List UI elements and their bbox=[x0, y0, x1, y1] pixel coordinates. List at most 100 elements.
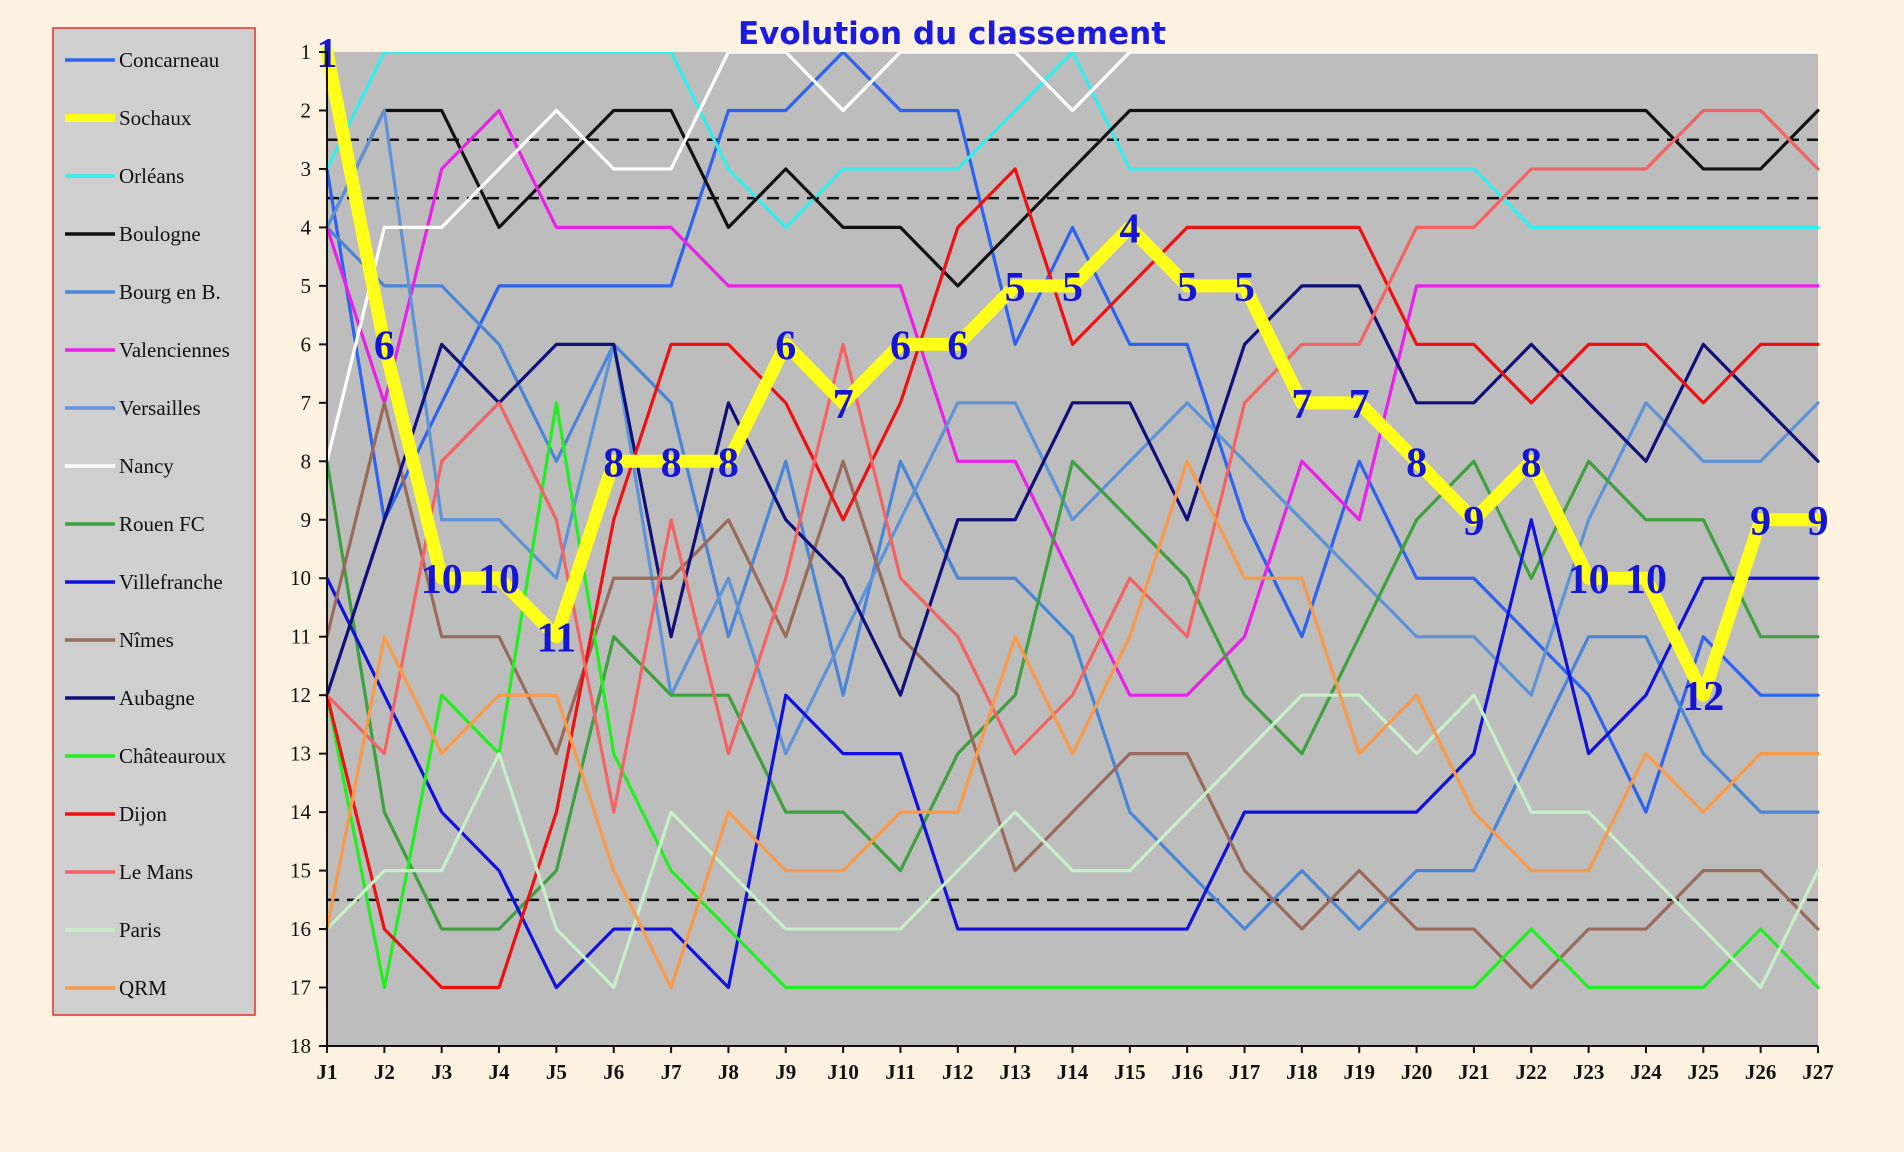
rank-label-j4: 10 bbox=[478, 557, 520, 603]
rank-label-j8: 8 bbox=[718, 440, 739, 486]
series-line-rouen-fc bbox=[325, 459, 1820, 931]
x-tick-label: J23 bbox=[1573, 1060, 1605, 1084]
series-line-paris bbox=[325, 693, 1820, 990]
rank-label-j16: 5 bbox=[1177, 265, 1198, 311]
rank-label-j20: 8 bbox=[1406, 440, 1427, 486]
y-tick-label: 1 bbox=[301, 40, 312, 64]
legend-item-concarneau: Concarneau bbox=[65, 48, 220, 72]
series-line-chateauroux bbox=[325, 401, 1820, 990]
series-line-dijon bbox=[325, 167, 1820, 990]
x-tick-label: J27 bbox=[1802, 1060, 1834, 1084]
legend-item-le-mans: Le Mans bbox=[65, 860, 193, 884]
series-lines bbox=[320, 45, 1825, 990]
legend-item-aubagne: Aubagne bbox=[65, 686, 195, 710]
plot-area bbox=[327, 52, 1818, 1046]
x-tick-label: J4 bbox=[489, 1060, 511, 1084]
legend-label: Nîmes bbox=[119, 628, 174, 652]
series-line-boulogne bbox=[325, 108, 1820, 288]
legend-label: Rouen FC bbox=[119, 512, 205, 536]
x-tick-label: J10 bbox=[827, 1060, 859, 1084]
y-tick-label: 15 bbox=[290, 859, 311, 883]
x-tick-label: J17 bbox=[1229, 1060, 1261, 1084]
series-line-versailles bbox=[325, 108, 1820, 756]
legend-label: Le Mans bbox=[119, 860, 193, 884]
legend-item-versailles: Versailles bbox=[65, 396, 201, 420]
rank-label-j5: 11 bbox=[537, 616, 577, 662]
series-line-villefranche bbox=[325, 518, 1820, 990]
legend-item-sochaux: Sochaux bbox=[65, 106, 192, 130]
y-tick-label: 8 bbox=[301, 449, 312, 473]
legend-label: Orléans bbox=[119, 164, 184, 188]
x-tick-label: J15 bbox=[1114, 1060, 1146, 1084]
x-tick-label: J2 bbox=[374, 1060, 395, 1084]
rank-label-j7: 8 bbox=[661, 440, 682, 486]
y-tick-label: 4 bbox=[301, 215, 312, 239]
legend-label: Châteauroux bbox=[119, 744, 227, 768]
rank-label-j9: 6 bbox=[775, 323, 796, 369]
x-tick-label: J14 bbox=[1057, 1060, 1089, 1084]
rank-label-j21: 9 bbox=[1463, 499, 1484, 545]
rank-label-j6: 8 bbox=[603, 440, 624, 486]
y-tick-label: 3 bbox=[301, 157, 312, 181]
series-line-qrm bbox=[325, 459, 1820, 990]
x-tick-label: J5 bbox=[546, 1060, 567, 1084]
rank-label-j24: 10 bbox=[1625, 557, 1667, 603]
x-tick-label: J11 bbox=[885, 1060, 915, 1084]
y-tick-label: 2 bbox=[301, 98, 312, 122]
x-tick-label: J21 bbox=[1458, 1060, 1490, 1084]
rank-label-j23: 10 bbox=[1568, 557, 1610, 603]
x-tick-label: J25 bbox=[1688, 1060, 1720, 1084]
legend-label: Valenciennes bbox=[119, 338, 230, 362]
series-line-aubagne bbox=[325, 284, 1820, 697]
chart-title: Evolution du classement bbox=[738, 16, 1166, 52]
x-tick-label: J19 bbox=[1343, 1060, 1375, 1084]
y-tick-label: 16 bbox=[290, 917, 311, 941]
rank-label-j13: 5 bbox=[1005, 265, 1026, 311]
legend-item-qrm: QRM bbox=[65, 976, 167, 1000]
series-line-nancy bbox=[325, 52, 1820, 463]
rank-label-j25: 12 bbox=[1682, 674, 1724, 720]
rank-label-j17: 5 bbox=[1234, 265, 1255, 311]
y-tick-label: 6 bbox=[301, 332, 312, 356]
x-tick-label: J22 bbox=[1516, 1060, 1548, 1084]
legend-item-rouen-fc: Rouen FC bbox=[65, 512, 205, 536]
y-tick-label: 18 bbox=[290, 1034, 311, 1058]
legend-label: Sochaux bbox=[119, 106, 192, 130]
rank-label-j2: 6 bbox=[374, 323, 395, 369]
y-tick-label: 10 bbox=[290, 566, 311, 590]
x-tick-label: J20 bbox=[1401, 1060, 1433, 1084]
rank-label-j26: 9 bbox=[1750, 499, 1771, 545]
y-tick-label: 12 bbox=[290, 683, 311, 707]
x-tick-label: J24 bbox=[1630, 1060, 1662, 1084]
x-tick-label: J8 bbox=[718, 1060, 739, 1084]
y-tick-label: 5 bbox=[301, 274, 312, 298]
legend-item-bourg-en-b: Bourg en B. bbox=[65, 280, 221, 304]
x-tick-label: J18 bbox=[1286, 1060, 1318, 1084]
reference-lines bbox=[327, 138, 1818, 902]
legend-item-boulogne: Boulogne bbox=[65, 222, 201, 246]
legend-item-nimes: Nîmes bbox=[65, 628, 174, 652]
x-tick-label: J3 bbox=[431, 1060, 452, 1084]
y-tick-label: 9 bbox=[301, 508, 312, 532]
rank-label-j11: 6 bbox=[890, 323, 911, 369]
x-tick-label: J12 bbox=[942, 1060, 974, 1084]
series-line-valenciennes bbox=[325, 108, 1820, 697]
legend-label: Aubagne bbox=[119, 686, 195, 710]
series-line-le-mans bbox=[325, 108, 1820, 814]
rank-label-j14: 5 bbox=[1062, 265, 1083, 311]
series-line-nimes bbox=[325, 401, 1820, 990]
legend-item-orleans: Orléans bbox=[65, 164, 184, 188]
legend-label: Villefranche bbox=[119, 570, 223, 594]
x-tick-label: J26 bbox=[1745, 1060, 1777, 1084]
legend: Concarneau Sochaux Orléans Boulogne Bourg en… bbox=[52, 27, 256, 1016]
rank-label-j3: 10 bbox=[421, 557, 463, 603]
legend-item-dijon: Dijon bbox=[65, 802, 167, 826]
legend-item-nancy: Nancy bbox=[65, 454, 174, 478]
y-tick-label: 11 bbox=[291, 625, 311, 649]
x-tick-label: J16 bbox=[1171, 1060, 1203, 1084]
legend-label: QRM bbox=[119, 976, 167, 1000]
x-tick-label: J9 bbox=[775, 1060, 796, 1084]
rank-label-j12: 6 bbox=[947, 323, 968, 369]
